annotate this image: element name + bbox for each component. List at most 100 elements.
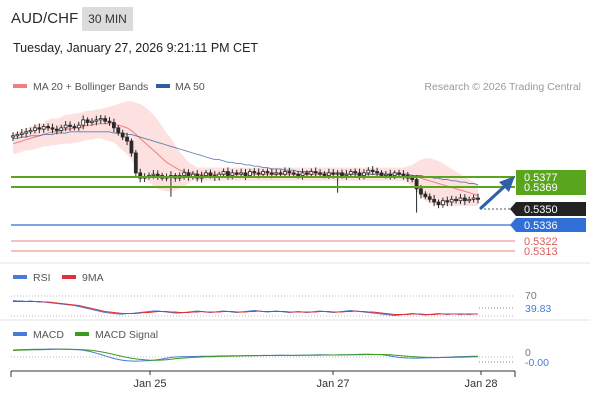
last-price-tag-bg — [510, 202, 586, 216]
candle-body — [54, 128, 59, 131]
candle-body — [274, 172, 279, 175]
candle-body — [41, 126, 46, 130]
candle-body — [309, 171, 314, 175]
chart-datetime: Tuesday, January 27, 2026 9:21:11 PM CET — [13, 41, 259, 55]
candle-body — [427, 196, 432, 200]
rsi-line — [12, 300, 478, 317]
candle-body — [348, 171, 353, 175]
candle-body — [383, 173, 388, 176]
rsi-ma-legend-label: 9MA — [82, 272, 104, 284]
price-tag-1-bg — [516, 181, 586, 195]
candle-body — [379, 172, 384, 176]
candle-body — [90, 120, 94, 123]
ma50-legend-label: MA 50 — [175, 81, 205, 93]
candle-body — [287, 171, 292, 174]
candle-body — [436, 201, 441, 206]
candle-body — [33, 127, 37, 131]
bollinger-band — [13, 101, 478, 206]
x-axis: Jan 25 Jan 27 Jan 28 — [10, 370, 516, 390]
candle-body — [120, 132, 125, 138]
rsi-tick-70: 70 — [525, 290, 537, 302]
candle-body — [326, 172, 331, 176]
candle-body — [344, 173, 349, 176]
price-legend: MA 20 + Bollinger Bands MA 50 Research ©… — [13, 81, 581, 93]
macd-line — [12, 348, 479, 362]
candle-body — [419, 188, 423, 195]
trend-arrow — [479, 176, 515, 210]
candle-body — [182, 172, 186, 176]
candle-body — [410, 177, 415, 180]
price-tag-0-front: 0.5377 — [524, 172, 558, 184]
candle-body — [125, 136, 129, 142]
candle-body — [221, 171, 226, 175]
candle-body — [423, 193, 428, 198]
price-tag-5: 0.5313 — [524, 246, 558, 258]
candle-body — [138, 172, 143, 179]
candle-body — [313, 171, 318, 174]
candle-body — [226, 171, 230, 176]
candle-body — [204, 172, 208, 176]
rsi-ma-line — [13, 301, 478, 315]
candle-body — [208, 172, 213, 176]
candle-body — [357, 172, 362, 176]
rsi-ma-legend-swatch — [62, 275, 76, 279]
ma20-legend-swatch — [13, 84, 27, 88]
candle-body — [269, 172, 274, 175]
candle-body — [81, 119, 86, 126]
candles-group — [11, 114, 480, 213]
candle-body — [252, 171, 257, 174]
macd-signal-legend-swatch — [75, 332, 89, 336]
candle-body — [94, 119, 99, 122]
candle-body — [283, 171, 287, 175]
candle-body — [111, 122, 116, 129]
candle-body — [300, 172, 305, 176]
candle-body — [397, 172, 401, 175]
candle-body — [261, 171, 265, 175]
candle-body — [375, 171, 380, 174]
candle-body — [59, 127, 64, 131]
candle-body — [278, 172, 283, 175]
candle-body — [107, 120, 112, 123]
candle-body — [291, 172, 296, 175]
candle-body — [454, 198, 458, 202]
candle-body — [340, 172, 344, 176]
candle-body — [331, 172, 336, 175]
x-tick-label-jan25: Jan 25 — [133, 378, 166, 390]
candle-body — [46, 126, 50, 129]
timeframe-badge[interactable]: 30 MIN — [82, 7, 133, 31]
candle-body — [432, 198, 437, 203]
ma50-legend-swatch — [156, 84, 170, 88]
levels-group — [11, 176, 515, 252]
candle-body — [467, 198, 472, 202]
candle-body — [243, 172, 248, 176]
candle-body — [230, 172, 235, 176]
price-tag-0-top — [516, 170, 586, 183]
candle-body — [72, 126, 77, 129]
macd-last-value: -0.00 — [525, 357, 549, 369]
price-tag-3: 0.5336 — [524, 220, 558, 232]
macd-signal-line — [12, 348, 479, 361]
candle-body — [129, 140, 134, 154]
candle-body — [28, 130, 33, 133]
candle-body — [441, 200, 445, 206]
candle-body — [322, 173, 327, 176]
candle-body — [256, 172, 261, 175]
candle-body — [458, 197, 463, 202]
candle-body — [476, 197, 480, 200]
candle-body — [353, 171, 358, 174]
price-panel — [11, 101, 515, 252]
rsi-last-value: 39.83 — [525, 303, 551, 315]
x-tick-label-jan28: Jan 28 — [464, 378, 497, 390]
candle-body — [392, 172, 397, 176]
candle-body — [239, 172, 244, 175]
candle-body — [296, 173, 301, 176]
candle-body — [370, 169, 375, 172]
candle-body — [116, 127, 121, 134]
candle-body — [15, 134, 20, 137]
candle-body — [362, 172, 366, 176]
ma20-legend-label: MA 20 + Bollinger Bands — [33, 81, 148, 93]
candle-body — [471, 197, 476, 200]
candle-body — [234, 172, 239, 175]
x-tick-label-jan27: Jan 27 — [316, 378, 349, 390]
price-tag-2: 0.5350 — [524, 204, 558, 216]
